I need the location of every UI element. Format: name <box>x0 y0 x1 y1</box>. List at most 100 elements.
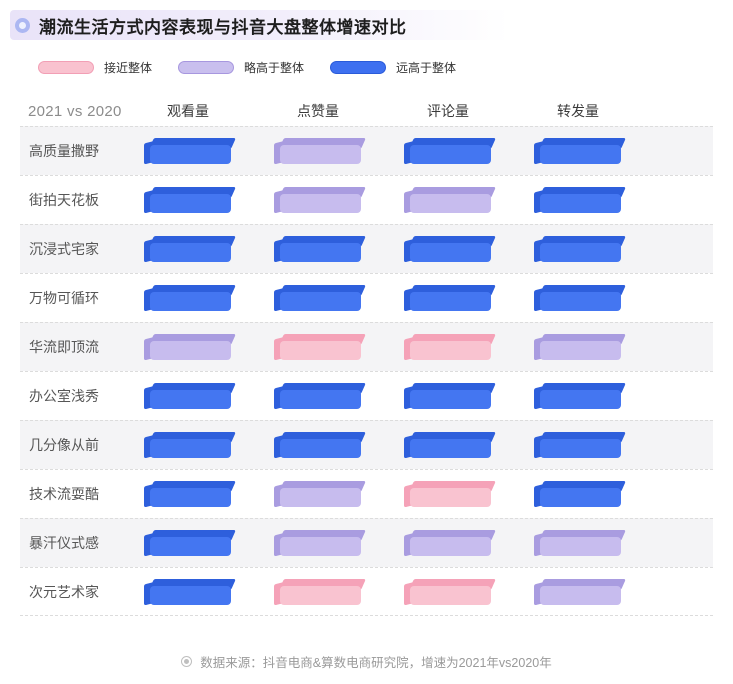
corner-label: 2021 vs 2020 <box>28 102 122 120</box>
pill-front-face <box>150 488 231 507</box>
growth-pill <box>273 285 366 312</box>
growth-pill <box>403 530 496 557</box>
row-label: 办公室浅秀 <box>29 388 99 404</box>
pill-cell <box>143 285 236 312</box>
pill-front-face <box>410 585 491 605</box>
table-row: 技术流耍酷 <box>20 469 713 518</box>
column-header-views: 观看量 <box>167 103 209 119</box>
pill-cell <box>143 334 236 361</box>
pill-cell <box>403 481 496 508</box>
growth-pill <box>403 236 496 263</box>
pill-front-face <box>150 145 231 164</box>
pill-front-face <box>410 145 491 164</box>
pill-cell <box>403 236 496 263</box>
pill-front-face <box>540 341 621 360</box>
pill-front-face <box>410 243 491 262</box>
pill-cell <box>403 432 496 459</box>
pill-cell <box>273 285 366 312</box>
growth-pill <box>403 187 496 214</box>
pill-front-face <box>280 390 361 409</box>
table-header: 2021 vs 2020 观看量 点赞量 评论量 转发量 <box>20 96 713 126</box>
pill-cell <box>403 578 496 605</box>
pill-front-face <box>280 341 361 360</box>
legend-swatch <box>330 61 387 74</box>
growth-pill <box>403 334 496 361</box>
growth-pill <box>143 138 236 165</box>
growth-pill <box>533 334 626 361</box>
pill-front-face <box>410 194 491 213</box>
pill-cell <box>273 432 366 459</box>
row-label: 高质量撒野 <box>29 143 99 159</box>
growth-pill <box>143 530 236 557</box>
pill-cell <box>533 481 626 508</box>
pill-front-face <box>410 292 491 311</box>
growth-pill <box>143 481 236 508</box>
pill-front-face <box>280 243 361 262</box>
pill-cell <box>143 383 236 410</box>
row-label: 几分像从前 <box>29 437 99 453</box>
legend-swatch <box>178 61 235 74</box>
bullseye-icon <box>15 17 30 33</box>
pill-cell <box>533 432 626 459</box>
growth-pill <box>403 138 496 165</box>
pill-front-face <box>540 488 621 507</box>
growth-pill <box>143 432 236 459</box>
pill-cell <box>403 138 496 165</box>
pill-front-face <box>150 194 231 213</box>
legend: 接近整体 略高于整体 远高于整体 <box>38 59 723 76</box>
growth-pill <box>403 578 496 605</box>
pill-cell <box>533 236 626 263</box>
growth-pill <box>403 481 496 508</box>
table-row: 万物可循环 <box>20 273 713 322</box>
growth-pill <box>273 530 366 557</box>
legend-item: 接近整体 <box>38 59 152 76</box>
pill-front-face <box>280 488 361 507</box>
pill-cell <box>143 187 236 214</box>
growth-pill <box>533 285 626 312</box>
title-bar: 潮流生活方式内容表现与抖音大盘整体增速对比 <box>10 10 723 40</box>
pill-cell <box>533 383 626 410</box>
row-label: 华流即顶流 <box>29 339 99 355</box>
growth-pill <box>273 187 366 214</box>
column-header-shares: 转发量 <box>557 103 599 119</box>
pill-cell <box>403 285 496 312</box>
pill-front-face <box>280 537 361 556</box>
table-row: 办公室浅秀 <box>20 371 713 420</box>
row-label: 次元艺术家 <box>29 583 99 600</box>
pill-front-face <box>280 439 361 458</box>
table-row: 几分像从前 <box>20 420 713 469</box>
growth-pill <box>143 578 236 605</box>
growth-pill <box>143 187 236 214</box>
bullseye-icon <box>181 656 193 667</box>
pill-front-face <box>410 439 491 458</box>
table-row: 次元艺术家 <box>20 567 713 616</box>
pill-front-face <box>410 488 491 507</box>
growth-pill <box>403 383 496 410</box>
pill-cell <box>273 578 366 605</box>
growth-pill <box>143 236 236 263</box>
pill-front-face <box>280 145 361 164</box>
pill-cell <box>143 236 236 263</box>
pill-front-face <box>540 439 621 458</box>
legend-item: 略高于整体 <box>178 59 304 76</box>
pill-cell <box>533 530 626 557</box>
pill-cell <box>143 432 236 459</box>
row-label: 技术流耍酷 <box>29 486 99 502</box>
growth-pill <box>533 432 626 459</box>
legend-label: 接近整体 <box>104 61 153 75</box>
pill-front-face <box>540 145 621 164</box>
legend-label: 远高于整体 <box>396 61 457 75</box>
footer-note: 数据来源：抖音电商&算数电商研究院，增速为2021年vs2020年 <box>10 652 723 671</box>
pill-front-face <box>280 292 361 311</box>
growth-pill <box>533 187 626 214</box>
pill-cell <box>533 334 626 361</box>
growth-pill <box>273 236 366 263</box>
pill-front-face <box>410 341 491 360</box>
pill-front-face <box>410 390 491 409</box>
growth-pill <box>273 334 366 361</box>
growth-pill <box>533 481 626 508</box>
growth-pill <box>533 236 626 263</box>
growth-pill <box>273 432 366 459</box>
growth-pill <box>403 432 496 459</box>
